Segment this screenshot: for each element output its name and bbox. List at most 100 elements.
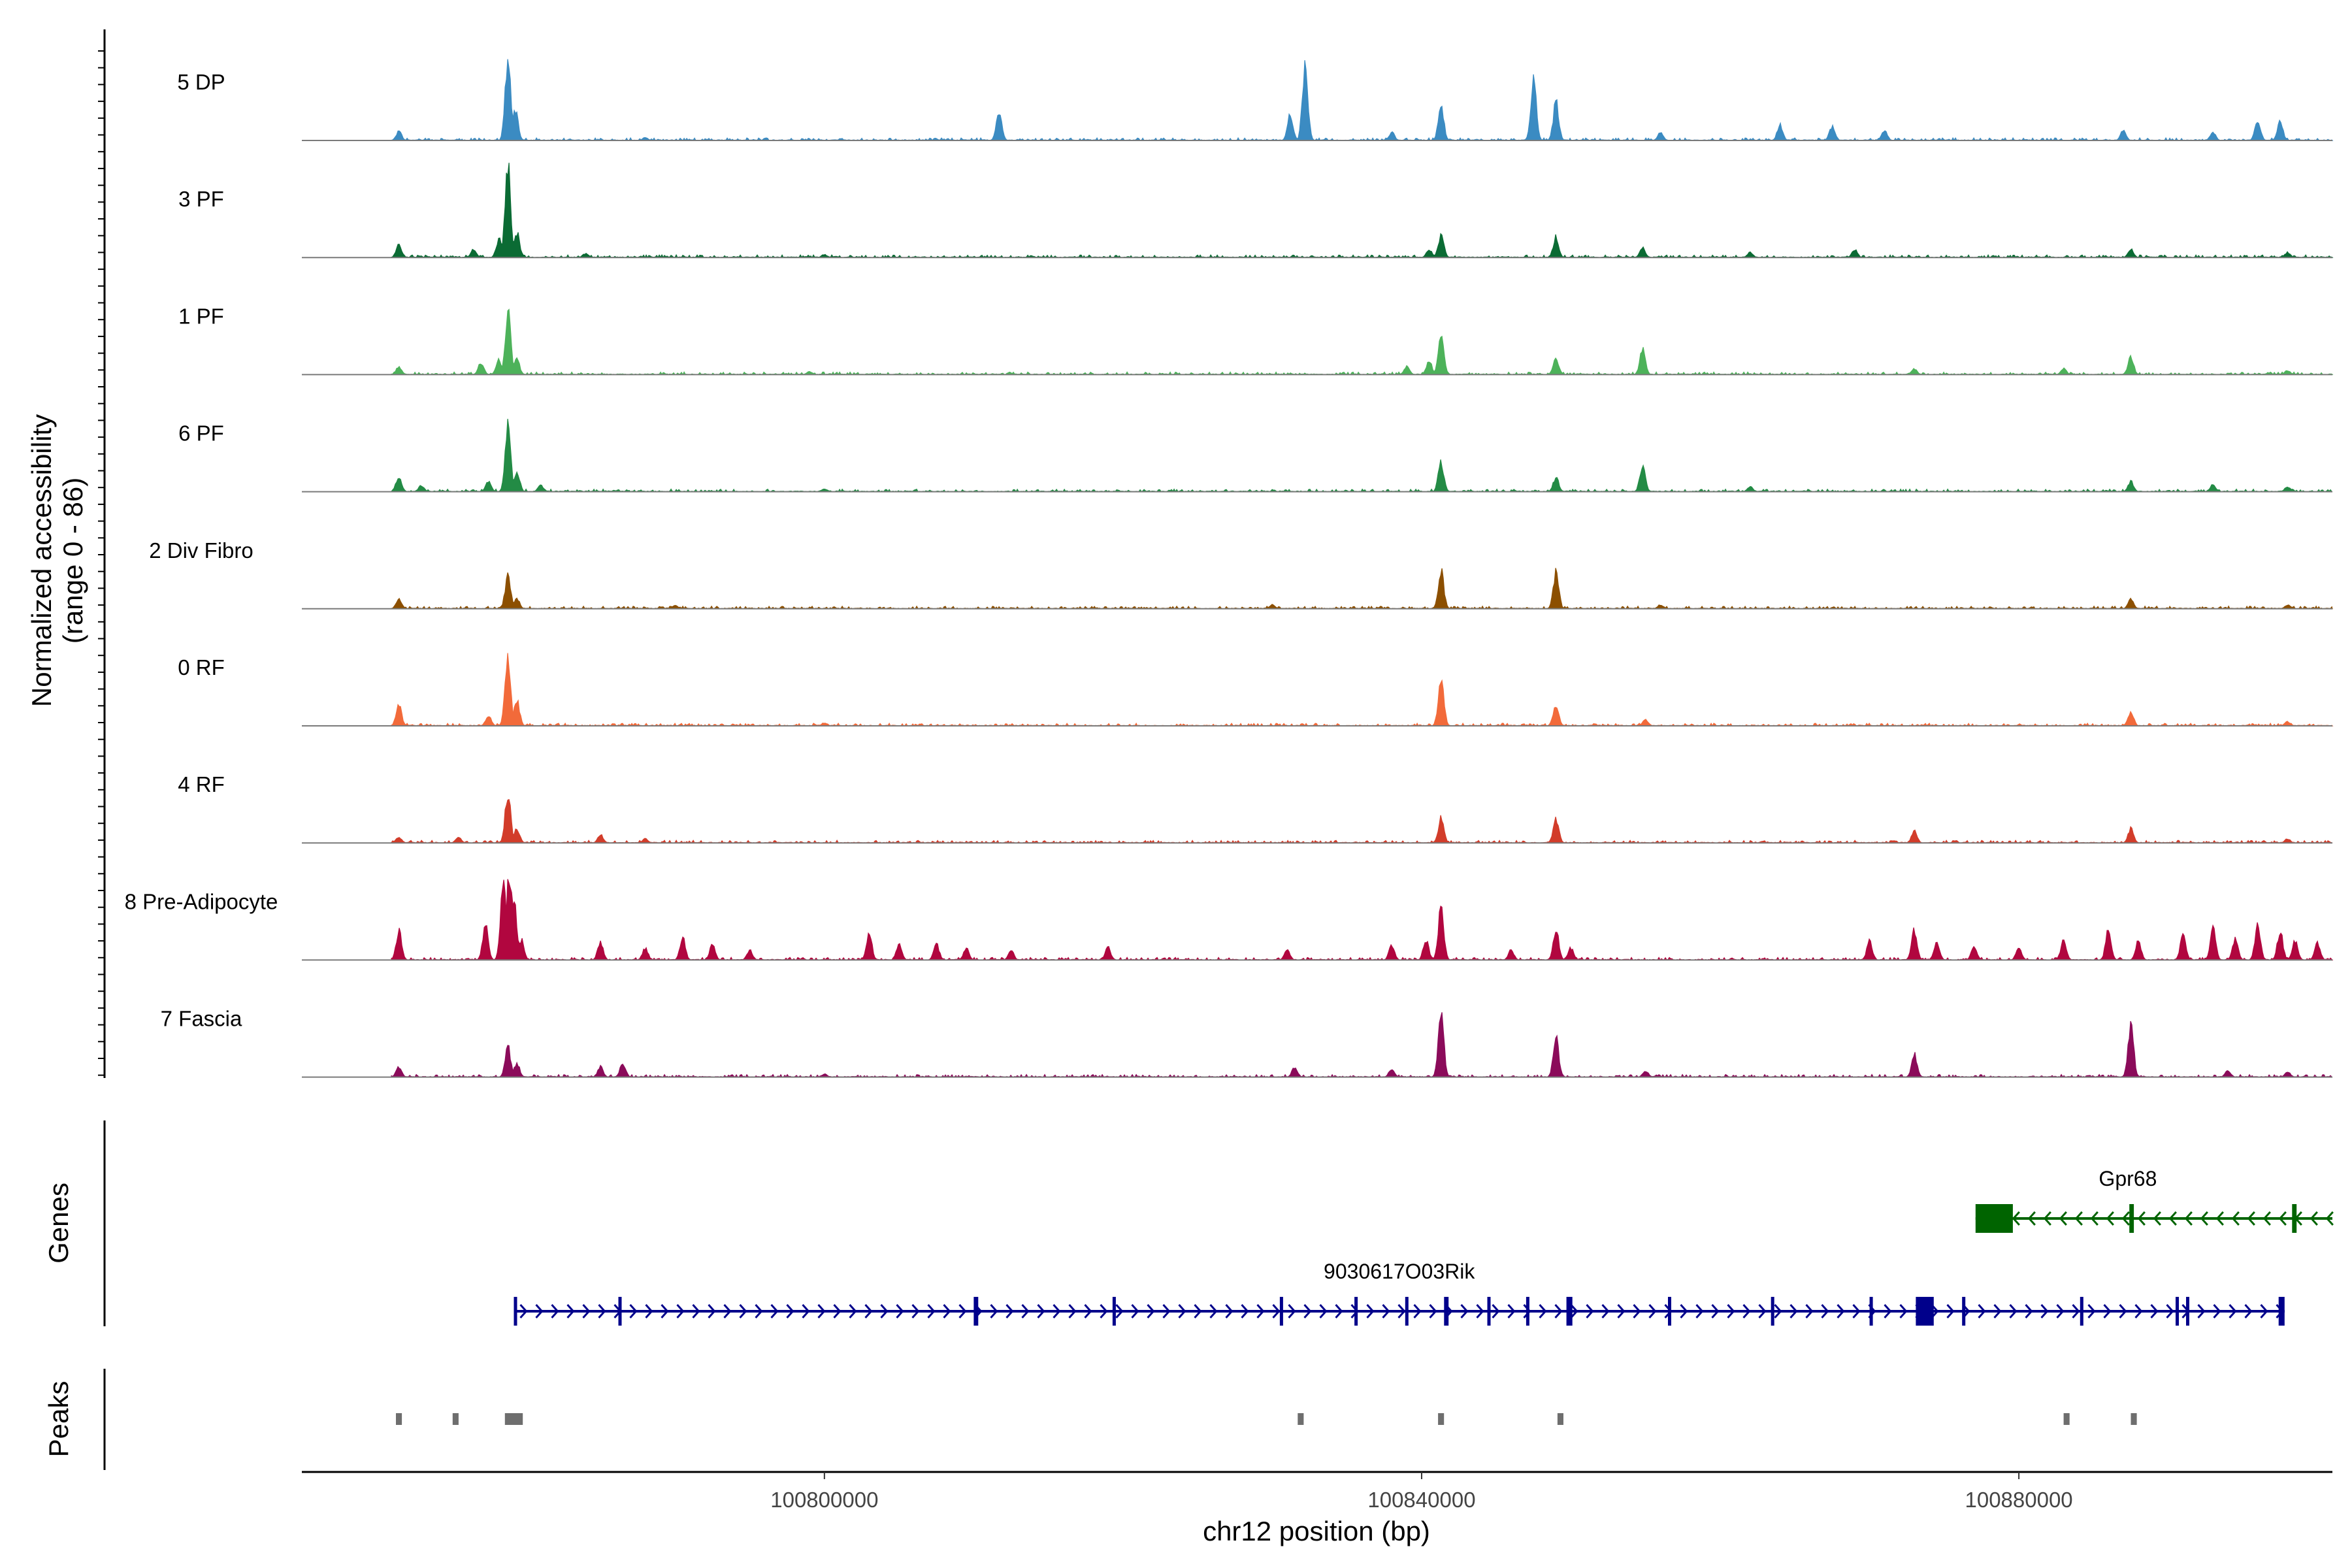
strand-chevron: [1100, 1303, 1108, 1319]
track-label: 0 RF: [178, 655, 225, 679]
strand-chevron: [708, 1303, 716, 1319]
strand-chevron: [1256, 1303, 1265, 1319]
track-label: 6 PF: [178, 421, 224, 446]
strand-chevron: [1037, 1303, 1045, 1319]
gene-exon: [2176, 1297, 2179, 1326]
coverage-tracks: 5 DP 3 PF 1 PF 6 PF 2 Div Fibro 0 RF 4 RF 8 Pre…: [125, 59, 2334, 1078]
strand-chevron: [1178, 1303, 1186, 1319]
peaks-panel-label: Peaks: [43, 1381, 74, 1458]
strand-chevron: [739, 1303, 747, 1319]
strand-chevron: [2260, 1303, 2268, 1319]
strand-chevron: [535, 1303, 544, 1319]
gene-exon: [1975, 1204, 2013, 1233]
gene-exon: [2278, 1297, 2285, 1326]
strand-chevron: [1288, 1303, 1296, 1319]
strand-chevron: [1727, 1303, 1735, 1319]
strand-chevron: [645, 1303, 653, 1319]
strand-chevron: [2231, 1211, 2240, 1226]
strand-chevron: [1884, 1303, 1892, 1319]
gene-exon: [973, 1297, 979, 1326]
strand-chevron: [911, 1303, 920, 1319]
x-tick-label: 100880000: [1965, 1488, 2072, 1512]
strand-chevron: [519, 1303, 528, 1319]
strand-chevron: [2200, 1211, 2208, 1226]
strand-chevron: [1021, 1303, 1030, 1319]
strand-chevron: [1774, 1303, 1782, 1319]
coverage-area: [391, 798, 2333, 844]
peak-region: [2131, 1413, 2137, 1425]
strand-chevron: [1225, 1303, 1233, 1319]
strand-chevron: [2025, 1303, 2033, 1319]
strand-chevron: [2090, 1211, 2099, 1226]
strand-chevron: [802, 1303, 810, 1319]
strand-chevron: [1570, 1303, 1578, 1319]
peak-region: [504, 1413, 523, 1425]
strand-chevron: [1680, 1303, 1688, 1319]
strand-chevron: [2087, 1303, 2096, 1319]
strand-chevron: [755, 1303, 763, 1319]
strand-chevron: [1005, 1303, 1014, 1319]
peak-region: [396, 1413, 402, 1425]
strand-chevron: [1272, 1303, 1281, 1319]
gene-exon: [1279, 1297, 1283, 1326]
strand-chevron: [1492, 1303, 1500, 1319]
strand-chevron: [1053, 1303, 1061, 1319]
gene-exon: [1444, 1297, 1449, 1326]
strand-chevron: [1382, 1303, 1390, 1319]
strand-chevron: [1805, 1303, 1814, 1319]
strand-chevron: [676, 1303, 685, 1319]
coverage-area: [391, 59, 2334, 142]
strand-chevron: [1335, 1303, 1343, 1319]
coverage-track: 4 RF: [178, 772, 2333, 844]
strand-chevron: [1554, 1303, 1563, 1319]
strand-chevron: [2072, 1303, 2080, 1319]
gene-exon: [1405, 1297, 1409, 1326]
strand-chevron: [692, 1303, 700, 1319]
track-label: 8 Pre-Adipocyte: [125, 889, 278, 913]
track-label: 7 Fascia: [161, 1007, 242, 1031]
strand-chevron: [990, 1303, 998, 1319]
y-axis-label-line1: Normalized accessibility: [26, 414, 57, 707]
strand-chevron: [2103, 1303, 2112, 1319]
gene-exon: [2129, 1204, 2134, 1233]
strand-chevron: [1413, 1303, 1422, 1319]
track-label: 4 RF: [178, 772, 225, 796]
track-label: 5 DP: [177, 70, 225, 94]
strand-chevron: [1617, 1303, 1625, 1319]
strand-chevron: [2040, 1303, 2049, 1319]
peak-region: [1298, 1413, 1304, 1425]
strand-chevron: [1789, 1303, 1798, 1319]
strand-chevron: [629, 1303, 638, 1319]
gene-exon: [1354, 1297, 1358, 1326]
coverage-track: 6 PF: [178, 419, 2333, 493]
strand-chevron: [2150, 1303, 2159, 1319]
gene-exon: [514, 1297, 517, 1326]
strand-chevron: [2043, 1211, 2051, 1226]
strand-chevron: [864, 1303, 873, 1319]
strand-chevron: [2166, 1303, 2174, 1319]
strand-chevron: [1993, 1303, 2002, 1319]
strand-chevron: [2168, 1211, 2177, 1226]
strand-chevron: [2213, 1303, 2221, 1319]
strand-chevron: [943, 1303, 951, 1319]
strand-chevron: [927, 1303, 936, 1319]
strand-chevron: [1695, 1303, 1704, 1319]
peak-region: [2063, 1413, 2070, 1425]
strand-chevron: [1586, 1303, 1594, 1319]
strand-chevron: [1633, 1303, 1641, 1319]
strand-chevron: [2137, 1211, 2146, 1226]
gene-exon: [2292, 1204, 2297, 1233]
strand-chevron: [1068, 1303, 1077, 1319]
strand-chevron: [723, 1303, 732, 1319]
x-tick-label: 100800000: [770, 1488, 878, 1512]
strand-chevron: [1601, 1303, 1610, 1319]
strand-chevron: [2215, 1211, 2224, 1226]
strand-chevron: [2153, 1211, 2161, 1226]
strand-chevron: [2027, 1211, 2036, 1226]
gene-exon: [1668, 1297, 1671, 1326]
strand-chevron: [1460, 1303, 1469, 1319]
genes-panel: Gpr68 9030617O03Rik: [514, 1167, 2334, 1326]
y-axis-label-line2: (range 0 - 86): [57, 478, 88, 644]
coverage-area: [391, 419, 2333, 493]
coverage-track: 0 RF: [178, 653, 2334, 727]
